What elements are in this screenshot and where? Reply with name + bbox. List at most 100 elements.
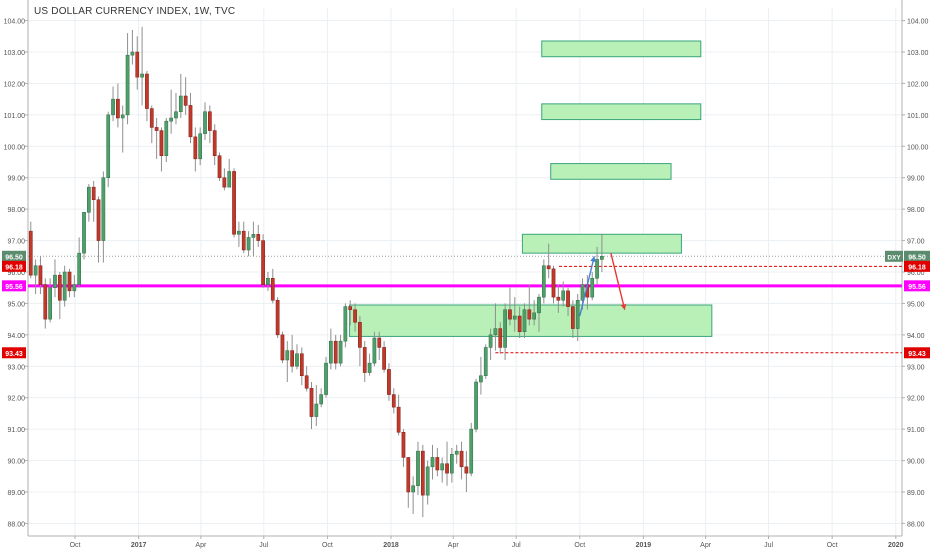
level-label-box-left xyxy=(2,250,26,262)
y-tick-label-left: 91.00 xyxy=(7,427,25,434)
arrow-line xyxy=(579,256,595,317)
candle-body xyxy=(358,322,362,348)
candle-body xyxy=(149,108,154,128)
candle-body xyxy=(217,155,222,178)
y-tick-label-left: 98.00 xyxy=(7,207,25,214)
level-label-box-right xyxy=(904,260,930,272)
candle-body xyxy=(527,309,532,320)
candle-body xyxy=(387,369,391,395)
candle-body xyxy=(522,309,527,332)
candle-body xyxy=(508,309,512,320)
x-tick-label: Oct xyxy=(322,542,333,549)
candle-body xyxy=(590,278,595,298)
candle-body xyxy=(541,265,546,298)
candle-body xyxy=(532,312,536,320)
y-tick-label-right: 98.00 xyxy=(907,207,925,214)
candle-body xyxy=(479,375,483,383)
candle-body xyxy=(440,463,445,471)
y-tick-label-right: 100.00 xyxy=(907,144,929,151)
candle-body xyxy=(411,485,415,493)
level-label-box-right xyxy=(904,250,930,262)
y-tick-label-right: 93.00 xyxy=(907,364,925,371)
y-tick-label-left: 102.00 xyxy=(4,81,26,88)
candle-body xyxy=(86,186,91,213)
candle-body xyxy=(101,177,106,241)
y-tick-label-right: 88.00 xyxy=(907,521,925,528)
candle-body xyxy=(183,95,188,106)
candle-body xyxy=(353,309,357,323)
candle-body xyxy=(556,296,561,301)
candle-body xyxy=(53,274,57,288)
level-label-left: 93.43 xyxy=(5,351,23,358)
y-tick-label-left: 96.00 xyxy=(7,270,25,277)
candle-body xyxy=(116,98,120,119)
candle-body xyxy=(159,130,164,156)
candle-body xyxy=(416,450,420,486)
candle-body xyxy=(140,73,144,78)
candle-body xyxy=(367,362,372,373)
x-tick-label: Oct xyxy=(827,542,838,549)
y-tick-label-right: 89.00 xyxy=(907,490,925,497)
candle-body xyxy=(382,347,386,370)
candle-body xyxy=(498,328,503,348)
y-tick-label-left: 88.00 xyxy=(7,521,25,528)
candle-body xyxy=(77,252,82,285)
y-tick-label-right: 96.00 xyxy=(907,270,925,277)
candle-body xyxy=(174,111,178,119)
candle-body xyxy=(454,450,459,455)
level-label-left: 96.50 xyxy=(5,254,23,261)
candle-body xyxy=(261,240,265,285)
candle-body xyxy=(208,111,212,131)
candle-body xyxy=(464,466,469,474)
y-tick-label-left: 92.00 xyxy=(7,396,25,403)
candle-body xyxy=(372,337,377,364)
candle-body xyxy=(420,450,425,496)
candle-body xyxy=(232,171,236,235)
y-tick-label-right: 101.00 xyxy=(907,113,929,120)
candle-body xyxy=(72,284,77,292)
candle-body xyxy=(82,212,86,254)
candle-body xyxy=(28,230,33,276)
candle-body xyxy=(67,271,72,292)
candle-body xyxy=(270,278,275,301)
candle-body xyxy=(237,230,241,235)
candle-body xyxy=(256,234,261,241)
candle-body xyxy=(222,177,227,188)
y-tick-label-left: 89.00 xyxy=(7,490,25,497)
candle-body xyxy=(266,278,270,285)
y-tick-label-right: 97.00 xyxy=(907,239,925,246)
level-label-box-right xyxy=(904,347,930,359)
candle-body xyxy=(169,117,173,122)
level-label-right: 95.56 xyxy=(908,284,926,291)
candle-body xyxy=(435,457,440,471)
x-tick-label: Apr xyxy=(700,542,712,549)
candle-body xyxy=(551,268,556,298)
candle-body xyxy=(285,350,290,361)
candle-body xyxy=(38,265,43,285)
y-tick-label-right: 92.00 xyxy=(907,396,925,403)
y-tick-label-right: 90.00 xyxy=(907,459,925,466)
candle-body xyxy=(362,347,367,373)
arrow-head xyxy=(620,303,627,310)
y-tick-label-left: 103.00 xyxy=(4,50,26,57)
candle-body xyxy=(493,328,498,336)
candle-body xyxy=(106,114,111,178)
candle-body xyxy=(241,230,246,251)
candle-body xyxy=(537,296,541,314)
candle-body xyxy=(324,362,328,395)
candle-body xyxy=(299,353,304,376)
candle-body xyxy=(57,274,62,301)
candle-body xyxy=(120,114,125,119)
zone-box xyxy=(550,163,672,180)
y-tick-label-left: 94.00 xyxy=(7,333,25,340)
candle-body xyxy=(43,284,48,320)
candle-body xyxy=(145,73,149,109)
x-tick-label: Jul xyxy=(259,542,268,549)
candle-body xyxy=(178,95,183,112)
level-label-right: 96.50 xyxy=(908,254,926,261)
level-label-left: 96.18 xyxy=(5,264,23,271)
candle-body xyxy=(154,127,159,131)
x-tick-label: 2020 xyxy=(888,542,904,549)
